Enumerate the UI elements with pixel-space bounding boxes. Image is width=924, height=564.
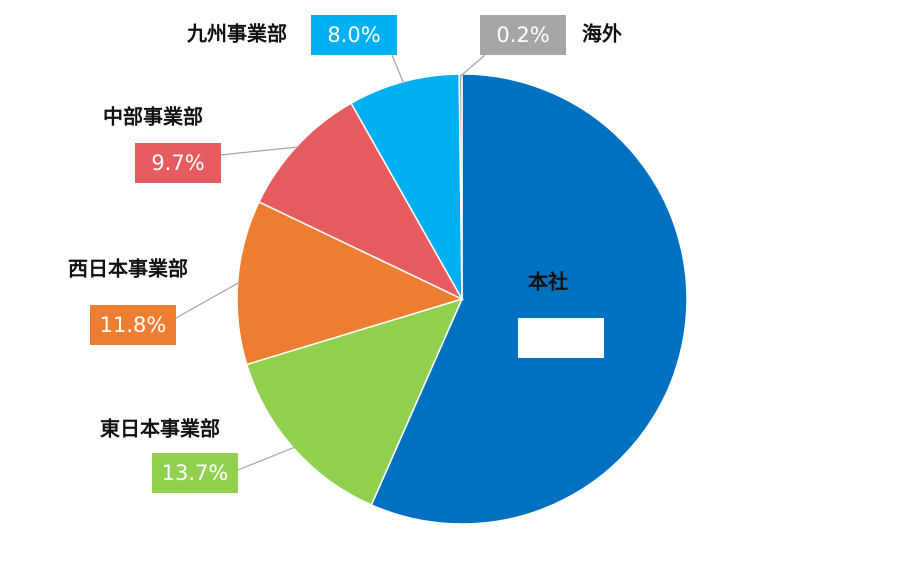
pie-slice bbox=[245, 297, 464, 506]
value-label-box bbox=[135, 143, 221, 183]
category-label: 九州事業部 bbox=[186, 22, 287, 46]
category-label: 海外 bbox=[582, 22, 622, 46]
value-label: 13.7% bbox=[162, 461, 229, 485]
value-label-box bbox=[518, 318, 604, 358]
value-label: 11.8% bbox=[100, 313, 167, 337]
value-label-box bbox=[152, 453, 238, 493]
value-label: 56.6% bbox=[528, 326, 595, 350]
pie-slice bbox=[236, 200, 465, 366]
pie-slice bbox=[258, 102, 464, 301]
value-label: 8.0% bbox=[327, 23, 380, 47]
value-label-box bbox=[480, 15, 566, 55]
leader-line bbox=[219, 146, 300, 156]
category-label: 中部事業部 bbox=[103, 105, 203, 129]
value-label-box bbox=[311, 15, 397, 55]
leader-line bbox=[460, 54, 486, 77]
value-label-box bbox=[90, 305, 176, 345]
value-label: 9.7% bbox=[151, 151, 204, 175]
category-label: 本社 bbox=[528, 270, 568, 294]
category-label: 東日本事業部 bbox=[100, 417, 220, 441]
pie-slice bbox=[370, 73, 688, 525]
value-label: 0.2% bbox=[496, 23, 549, 47]
pie-slice bbox=[458, 73, 463, 300]
leader-line bbox=[237, 446, 296, 471]
category-label: 西日本事業部 bbox=[68, 257, 188, 281]
leader-line bbox=[175, 281, 240, 319]
leader-line bbox=[391, 54, 405, 84]
